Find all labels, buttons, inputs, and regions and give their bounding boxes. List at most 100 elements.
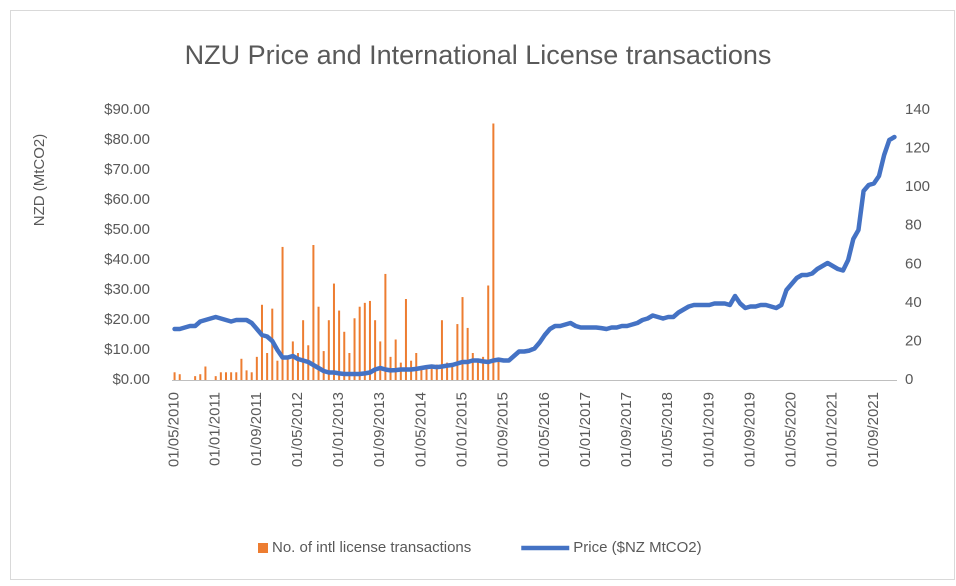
x-tick-label: 01/09/2011 bbox=[248, 392, 265, 466]
y-axis-label: NZD (MtCO2) bbox=[31, 134, 48, 227]
bar bbox=[358, 306, 361, 380]
y-tick-label: $0.00 bbox=[112, 371, 150, 388]
bar bbox=[322, 351, 325, 380]
bar bbox=[348, 353, 351, 380]
y2-tick-label: 140 bbox=[905, 101, 930, 118]
bar bbox=[404, 299, 407, 380]
bar bbox=[420, 368, 423, 380]
x-tick-label: 01/09/2013 bbox=[371, 392, 388, 467]
x-tick-label: 01/05/2014 bbox=[412, 392, 429, 467]
bar bbox=[199, 374, 202, 380]
bar bbox=[276, 360, 279, 380]
y-tick-label: $20.00 bbox=[104, 311, 150, 328]
y-tick-label: $10.00 bbox=[104, 341, 150, 358]
y-tick-label: $50.00 bbox=[104, 221, 150, 238]
bar bbox=[204, 366, 207, 380]
bar bbox=[291, 341, 294, 380]
bar bbox=[492, 123, 495, 380]
bar bbox=[384, 273, 387, 380]
bar bbox=[173, 372, 176, 380]
bar bbox=[332, 283, 335, 380]
x-tick-label: 01/05/2016 bbox=[536, 392, 553, 467]
x-tick-label: 01/01/2021 bbox=[824, 392, 841, 467]
bar bbox=[338, 310, 341, 380]
bar bbox=[497, 360, 500, 380]
bar bbox=[312, 245, 315, 380]
bar bbox=[245, 370, 248, 380]
bar bbox=[317, 306, 320, 380]
y-tick-label: $40.00 bbox=[104, 251, 150, 268]
bar bbox=[363, 302, 366, 380]
bar bbox=[425, 368, 428, 380]
bar bbox=[379, 341, 382, 380]
y-tick-label: $30.00 bbox=[104, 281, 150, 298]
x-tick-label: 01/09/2019 bbox=[741, 392, 758, 467]
bar bbox=[219, 372, 222, 380]
x-tick-label: 01/09/2015 bbox=[495, 392, 512, 467]
bar bbox=[194, 376, 197, 380]
x-tick-label: 01/01/2015 bbox=[453, 392, 470, 467]
bar bbox=[471, 353, 474, 380]
y2-tick-label: 80 bbox=[905, 217, 922, 234]
bar bbox=[250, 372, 253, 380]
x-tick-label: 01/05/2010 bbox=[166, 392, 183, 467]
x-tick-label: 01/09/2021 bbox=[865, 392, 882, 467]
x-tick-label: 01/01/2013 bbox=[330, 392, 347, 467]
bar bbox=[178, 374, 181, 380]
x-tick-label: 01/01/2019 bbox=[700, 392, 717, 467]
bar bbox=[240, 358, 243, 380]
bar bbox=[440, 320, 443, 380]
bar bbox=[327, 320, 330, 380]
legend-label: Price ($NZ MtCO2) bbox=[573, 539, 701, 556]
bar bbox=[235, 372, 238, 380]
price-line bbox=[172, 134, 897, 377]
bar bbox=[487, 285, 490, 380]
y2-tick-label: 40 bbox=[905, 294, 922, 311]
y-tick-label: $80.00 bbox=[104, 131, 150, 148]
bar bbox=[415, 353, 418, 380]
bar bbox=[368, 300, 371, 380]
y2-tick-label: 60 bbox=[905, 255, 922, 272]
bar bbox=[394, 339, 397, 380]
legend-label: No. of intl license transactions bbox=[272, 539, 471, 556]
bar bbox=[466, 327, 469, 380]
bar bbox=[266, 353, 269, 380]
bar bbox=[224, 372, 227, 380]
bar bbox=[302, 320, 305, 380]
bar bbox=[286, 356, 289, 380]
x-tick-label: 01/01/2011 bbox=[207, 392, 224, 466]
bar bbox=[281, 246, 284, 380]
chart-border bbox=[10, 10, 955, 580]
bar bbox=[353, 318, 356, 380]
bar bbox=[456, 324, 459, 380]
bar bbox=[260, 304, 263, 380]
bar bbox=[430, 366, 433, 380]
y-tick-label: $60.00 bbox=[104, 191, 150, 208]
bar bbox=[214, 376, 217, 380]
bar bbox=[461, 297, 464, 380]
bar bbox=[230, 372, 233, 380]
bar bbox=[446, 362, 449, 380]
bar bbox=[435, 364, 438, 380]
bar bbox=[255, 356, 258, 380]
legend-swatch bbox=[258, 543, 268, 553]
x-tick-label: 01/01/2017 bbox=[577, 392, 594, 467]
y-tick-label: $90.00 bbox=[104, 101, 150, 118]
y2-tick-label: 20 bbox=[905, 332, 922, 349]
y2-tick-label: 120 bbox=[905, 140, 930, 157]
x-tick-label: 01/09/2017 bbox=[618, 392, 635, 467]
bar bbox=[476, 360, 479, 380]
x-tick-label: 01/05/2020 bbox=[783, 392, 800, 467]
bar bbox=[343, 331, 346, 380]
x-tick-label: 01/05/2018 bbox=[659, 392, 676, 467]
x-tick-label: 01/05/2012 bbox=[289, 392, 306, 467]
y2-tick-label: 0 bbox=[905, 371, 913, 388]
y2-tick-label: 100 bbox=[905, 178, 930, 195]
bar bbox=[451, 364, 454, 380]
y-tick-label: $70.00 bbox=[104, 161, 150, 178]
chart-title: NZU Price and International License tran… bbox=[185, 40, 772, 70]
bar bbox=[374, 320, 377, 380]
bar bbox=[482, 356, 485, 380]
bar bbox=[296, 353, 299, 380]
